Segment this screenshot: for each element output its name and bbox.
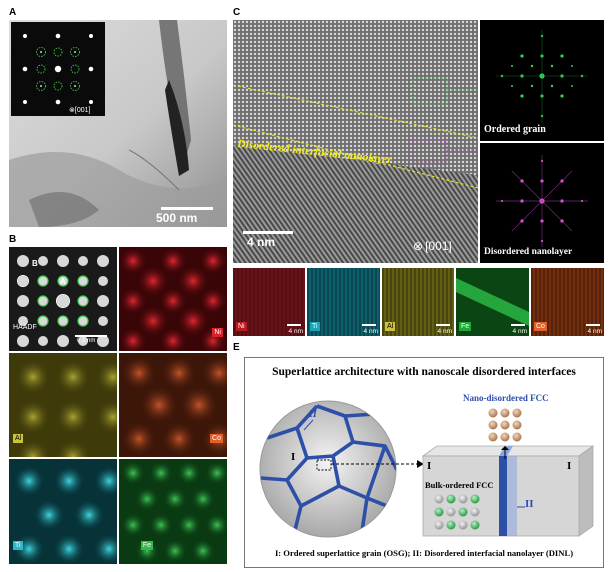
fft-bottom-label: Disordered nanolayer	[484, 247, 573, 257]
up-arrow-icon	[501, 446, 509, 459]
fft-top-label: Ordered grain	[484, 124, 546, 135]
scale-bar-b	[75, 335, 107, 337]
zone-axis-indicator-a: ⊗[001]	[69, 106, 90, 114]
zone-axis-label-c: [001]	[425, 239, 452, 253]
scale-bar-d-ni	[287, 324, 301, 326]
scale-label-a: 500 nm	[156, 211, 198, 225]
panel-b-grid: B A HAADF 0.3 nm Ni A	[9, 247, 227, 564]
scale-bar-d-al	[436, 324, 450, 326]
scale-label-d-al: 4 nm	[437, 328, 452, 335]
scale-label-d-fe: 4 nm	[512, 328, 527, 335]
eds-label-fe: Fe	[140, 541, 153, 550]
zone-axis-indicator-c: ⊗ [001]	[413, 239, 452, 253]
haadf-image: B A HAADF 0.3 nm	[9, 247, 117, 351]
slab-label-ii: II	[525, 498, 534, 510]
eds-line-ti: Ti 4 nm	[307, 268, 380, 336]
schematic-title: Superlattice architecture with nanoscale…	[272, 366, 576, 378]
panel-d-eds-strip: Ni 4 nm Ti 4 nm Al 4 nm Fe 4 nm Co 4 nm	[233, 268, 604, 336]
eds-line-label-al: Al	[385, 322, 396, 331]
haadf-label: HAADF	[13, 324, 37, 331]
scale-bar-d-ti	[362, 324, 376, 326]
zoom-arrow-icon	[331, 460, 424, 468]
eds-map-al: Al	[9, 353, 117, 457]
schematic-caption: I: Ordered superlattice grain (OSG); II:…	[274, 548, 574, 558]
panel-label-b: B	[9, 234, 17, 245]
eds-line-fe: Fe 4 nm	[456, 268, 529, 336]
eds-line-label-ni: Ni	[236, 322, 247, 331]
eds-label-co: Co	[210, 434, 223, 443]
grain-arrow-icon	[303, 419, 314, 431]
eds-line-co: Co 4 nm	[531, 268, 604, 336]
eds-map-co: Co	[119, 353, 227, 457]
eds-line-ni: Ni 4 nm	[233, 268, 305, 336]
scale-bar-d-fe	[511, 324, 525, 326]
eds-map-ti: Ti	[9, 459, 117, 564]
nano-disordered-atoms	[488, 408, 522, 442]
grain-label-i: I	[291, 451, 296, 463]
site-label-a: A	[60, 277, 66, 286]
scale-bar-c	[243, 231, 293, 234]
panel-e-schematic: Superlattice architecture with nanoscale…	[244, 357, 604, 568]
scale-bar-a	[161, 207, 213, 210]
scale-label-d-co: 4 nm	[587, 328, 602, 335]
panel-label-c: C	[233, 7, 241, 18]
zone-axis-symbol-icon: ⊗	[69, 107, 75, 114]
slab-ii-arrow-icon	[517, 506, 525, 508]
panel-label-e: E	[233, 342, 240, 353]
slab-label-left: I	[427, 460, 432, 472]
scale-label-d-ti: 4 nm	[363, 328, 378, 335]
fft-ordered-grain: Ordered grain	[480, 20, 604, 141]
site-label-b: B	[32, 259, 38, 268]
eds-line-label-ti: Ti	[310, 322, 320, 331]
scale-label-c: 4 nm	[247, 235, 276, 249]
bulk-ordered-atoms	[434, 494, 480, 530]
eds-line-al: Al 4 nm	[382, 268, 454, 336]
panel-c-hrtem: Disordered interfacial nanolayer 4 nm ⊗[…	[233, 20, 478, 263]
bulk-ordered-label: Bulk-ordered FCC	[425, 480, 494, 490]
grain-structure-diagram	[259, 400, 397, 538]
eds-label-ti: Ti	[13, 541, 23, 550]
scale-label-b: 0.3 nm	[77, 338, 96, 344]
scale-bar-d-co	[586, 324, 600, 326]
eds-label-al: Al	[13, 434, 24, 443]
scale-label-d-ni: 4 nm	[288, 328, 303, 335]
hrtem-image	[233, 20, 478, 263]
eds-map-ni: Ni	[119, 247, 227, 351]
panel-label-a: A	[9, 7, 17, 18]
grain-label-ii: II	[309, 409, 317, 420]
nano-disordered-label: Nano-disordered FCC	[463, 393, 549, 403]
zone-axis-label-a: [001]	[74, 107, 91, 114]
eds-map-fe: Fe	[119, 459, 227, 564]
panel-a-tem-image: ⊗[001] 500 nm	[9, 20, 227, 227]
eds-label-ni: Ni	[212, 328, 223, 337]
eds-line-label-co: Co	[534, 322, 547, 331]
eds-line-label-fe: Fe	[459, 322, 472, 331]
zone-axis-symbol-icon: ⊗	[413, 239, 424, 253]
fft-disordered-nanolayer: Disordered nanolayer	[480, 143, 604, 263]
diffraction-pattern	[22, 33, 94, 105]
slab-label-right: I	[567, 460, 572, 472]
